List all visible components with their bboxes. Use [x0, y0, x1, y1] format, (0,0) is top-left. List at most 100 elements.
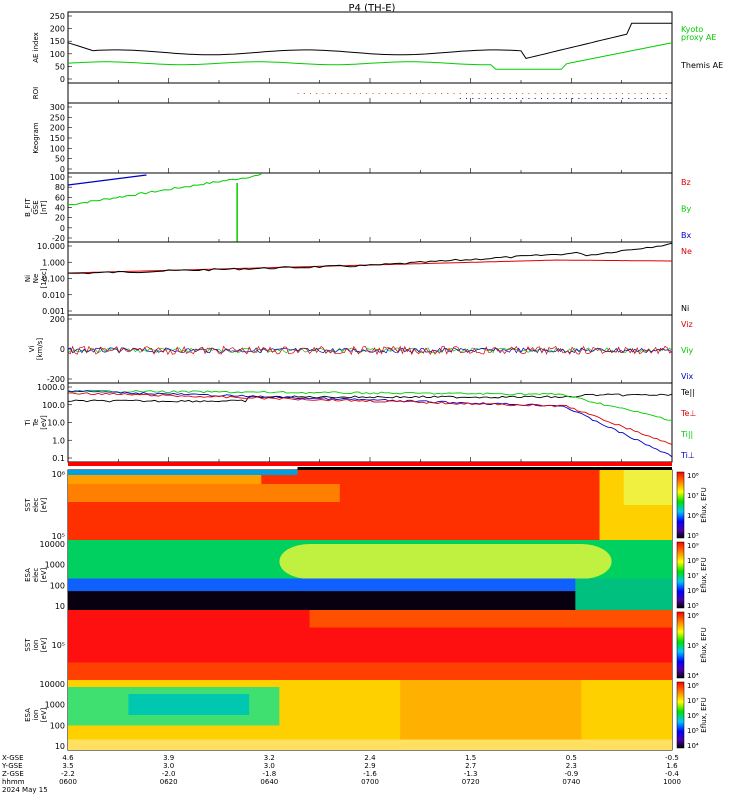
y-tick-label: 60 — [55, 193, 65, 202]
ephemeris-value: -2.2 — [61, 770, 75, 778]
roi-dot — [466, 98, 468, 99]
axis-label: ESA — [24, 708, 32, 722]
spec-band — [68, 484, 340, 502]
roi-dot — [422, 93, 424, 94]
spec-band — [128, 694, 250, 715]
legend-label: Themis AE — [680, 61, 723, 70]
ephemeris-value: 3.2 — [264, 754, 275, 762]
y-tick-label: 50 — [55, 155, 65, 164]
axis-label: elec — [32, 568, 40, 583]
y-tick-label: 100 — [50, 50, 65, 59]
roi-dot — [534, 93, 536, 94]
colorbar-tick: 10⁹ — [687, 542, 699, 550]
y-tick-label: 10⁵ — [52, 641, 65, 650]
ephemeris-value: 3.5 — [62, 762, 73, 770]
series-bx — [67, 174, 147, 186]
y-tick-label: -20 — [52, 234, 65, 243]
y-tick-label: 10⁶ — [52, 470, 65, 479]
roi-dot — [366, 93, 368, 94]
y-tick-label: 250 — [50, 113, 65, 122]
roi-dot — [578, 93, 580, 94]
series-by — [67, 173, 262, 206]
ephemeris-value: 0640 — [260, 778, 278, 786]
spec-band — [68, 591, 672, 610]
ephemeris-value: 0.5 — [566, 754, 577, 762]
roi-dot — [622, 93, 624, 94]
series-ni — [67, 242, 673, 275]
y-tick-label: 100 — [50, 144, 65, 153]
y-tick-label: 200 — [50, 315, 65, 324]
ephemeris-value: 2.9 — [364, 762, 375, 770]
axis-label: [eV] — [40, 707, 48, 722]
roi-dot — [584, 93, 586, 94]
y-tick-label: 0.1 — [52, 454, 65, 463]
roi-dot — [509, 98, 511, 99]
axis-label: SST — [24, 638, 32, 652]
colorbar-tick: 10⁶ — [687, 712, 699, 720]
roi-dot — [478, 98, 480, 99]
roi-dot — [459, 93, 461, 94]
y-tick-label: 0 — [60, 165, 65, 174]
date-label: 2024 May 15 — [2, 786, 48, 794]
roi-dot — [628, 98, 630, 99]
spec-band — [309, 610, 672, 628]
roi-dot — [640, 98, 642, 99]
legend-label: Ti⊥ — [680, 451, 695, 460]
spec-band — [575, 578, 672, 610]
spec-band — [68, 470, 298, 475]
panel-velocity: 200 0 -200 Vi [km/s] Viz Viy Vix — [28, 314, 694, 384]
roi-dot — [491, 93, 493, 94]
ephemeris-value: 0720 — [462, 778, 480, 786]
roi-dot — [553, 98, 555, 99]
ephemeris-value: 0600 — [59, 778, 77, 786]
roi-dot — [615, 98, 617, 99]
roi-dot — [334, 93, 336, 94]
spectrogram-esa_e — [68, 540, 672, 610]
colorbar-tick: 10⁶ — [687, 512, 699, 520]
roi-dot — [603, 98, 605, 99]
ephemeris-value: -2.0 — [162, 770, 176, 778]
legend-label: By — [681, 205, 691, 214]
panel-temp: 1000.0 100.0 10.0 1.0 0.1 Ti Te [eV] Te|| Te⊥ Ti||… — [24, 382, 696, 463]
roi-dot — [397, 93, 399, 94]
series-temp-1 — [67, 389, 672, 421]
y-tick-label: 100 — [50, 721, 65, 730]
ephemeris-value: 0740 — [562, 778, 580, 786]
roi-dot — [609, 98, 611, 99]
y-tick-label: 80 — [55, 183, 65, 192]
y-tick-label: 1.0 — [52, 436, 65, 445]
colorbar-tick: 10⁵ — [687, 602, 699, 610]
roi-dot — [409, 93, 411, 94]
roi-dot — [653, 98, 655, 99]
roi-dot — [484, 98, 486, 99]
spec-top-bar — [297, 467, 672, 470]
axis-label: [eV] — [40, 415, 48, 430]
roi-dot — [547, 93, 549, 94]
roi-dot — [441, 93, 443, 94]
y-tick-label: 1.000 — [42, 258, 65, 267]
series-velocity-1 — [67, 347, 673, 354]
y-tick-label: 10000 — [40, 540, 65, 549]
y-tick-label: 0 — [60, 224, 65, 233]
y-tick-label: 10 — [55, 742, 65, 751]
y-tick-label: -200 — [47, 375, 65, 384]
roi-dot — [572, 98, 574, 99]
axis-label: [eV] — [40, 637, 48, 652]
axis-label: Vi — [28, 346, 36, 353]
colorbar-label: Eflux, EFU — [700, 487, 708, 522]
y-tick-label: 150 — [50, 134, 65, 143]
legend-label: Ni — [681, 304, 689, 313]
panel-roi: ROI — [32, 82, 673, 104]
y-tick-label: 300 — [50, 103, 65, 112]
ephemeris-value: 2.4 — [364, 754, 376, 762]
roi-dot — [522, 98, 524, 99]
roi-dot — [478, 93, 480, 94]
ephemeris-value: 3.0 — [163, 762, 174, 770]
y-tick-label: 1000 — [45, 561, 65, 570]
ephemeris-value: -1.6 — [363, 770, 377, 778]
axis-label: ESA — [24, 568, 32, 582]
roi-dot — [603, 93, 605, 94]
axis-label: Ne — [32, 274, 40, 284]
